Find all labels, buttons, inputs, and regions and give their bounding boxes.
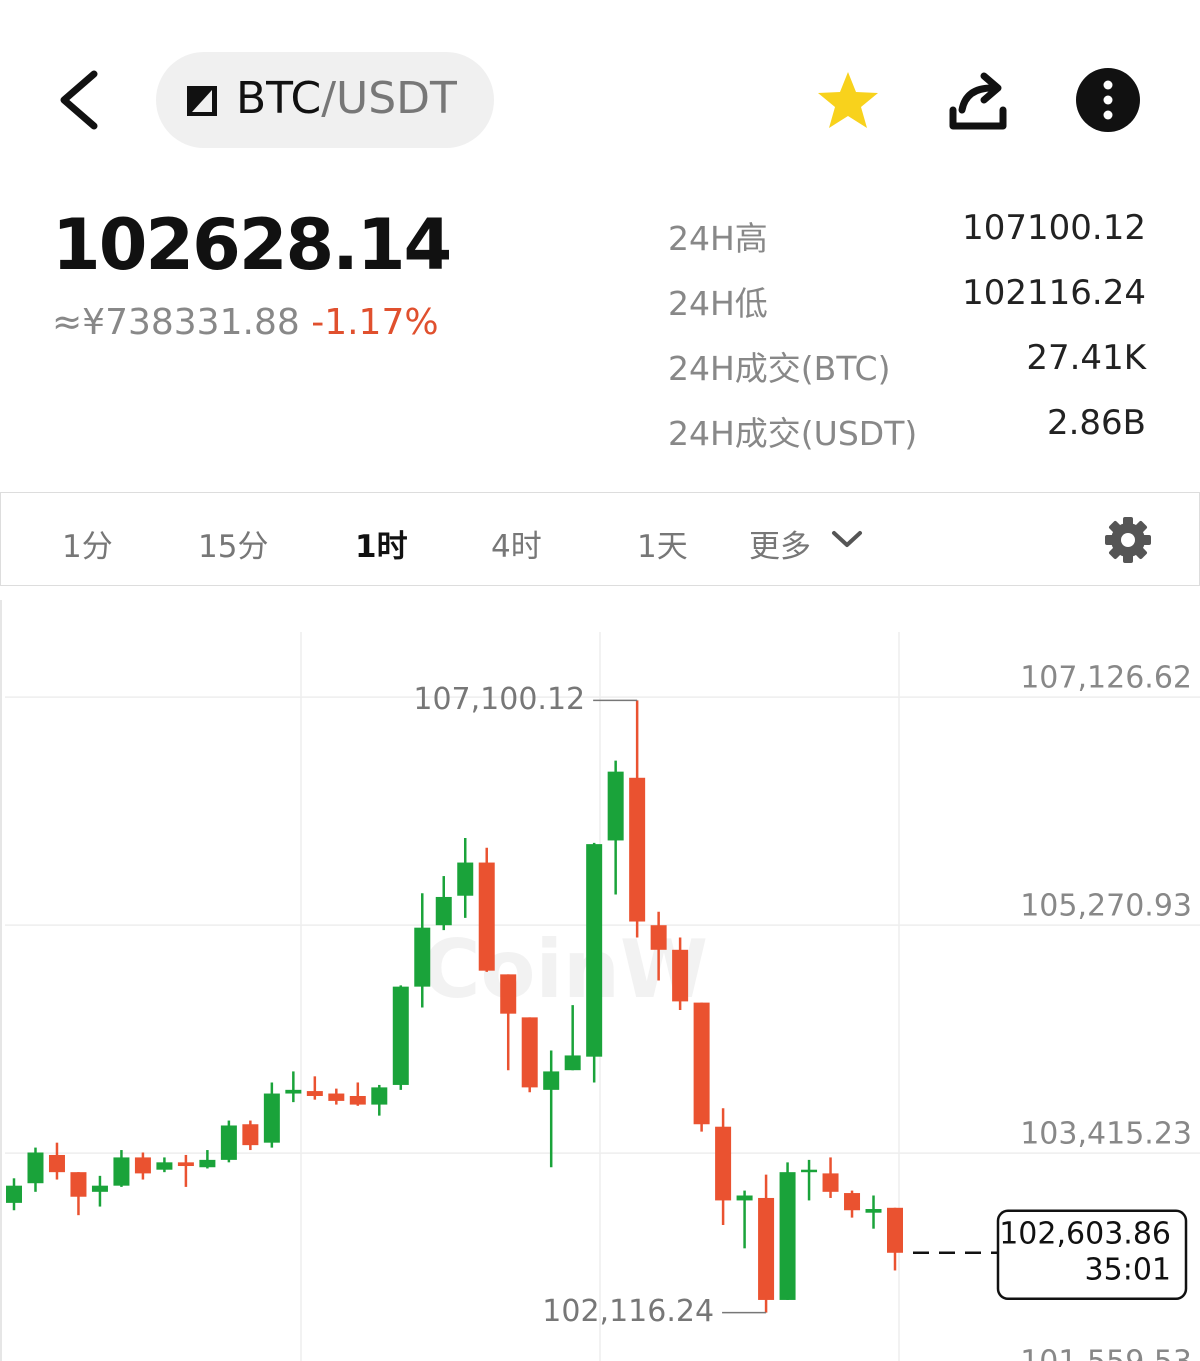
- stat-label: 24H低: [668, 284, 768, 323]
- candle-body: [822, 1173, 839, 1192]
- top-bar: BTC/USDT: [60, 52, 1140, 148]
- y-tick-label: 105,270.93: [1020, 889, 1192, 924]
- pair-base: BTC: [236, 73, 321, 124]
- candle-body: [48, 1154, 65, 1173]
- last-price-label: 102,603.86: [999, 1216, 1171, 1251]
- candle-body: [779, 1172, 796, 1300]
- tab-bar: [0, 492, 1200, 586]
- candle-body: [91, 1185, 108, 1192]
- candle-body: [6, 1185, 22, 1203]
- candle-body: [672, 949, 689, 1002]
- candle-body: [457, 862, 474, 896]
- candle-body: [650, 925, 667, 950]
- change-percent: -1.17%: [311, 302, 439, 343]
- candle-body: [478, 862, 495, 971]
- settings-gear[interactable]: [1104, 516, 1152, 564]
- candle-body: [715, 1126, 732, 1201]
- y-tick-label: 103,415.23: [1020, 1117, 1192, 1152]
- candle-body: [328, 1093, 345, 1101]
- candle-body: [70, 1172, 87, 1197]
- favorite-star[interactable]: [818, 72, 878, 128]
- candle-body: [543, 1071, 560, 1090]
- candle-body: [263, 1093, 280, 1143]
- more-button[interactable]: [1076, 68, 1140, 132]
- candle-body: [564, 1055, 581, 1071]
- stat-value: 107100.12: [962, 208, 1146, 248]
- stat-value: 27.41K: [1026, 338, 1146, 378]
- more-chevron[interactable]: [830, 525, 864, 555]
- candle-body: [27, 1152, 44, 1184]
- candle-body: [844, 1193, 861, 1211]
- countdown: 35:01: [1085, 1252, 1171, 1287]
- candlestick-chart: CoinW 107,126.62105,270.93103,415.23101,…: [0, 600, 1200, 1361]
- candle-body: [758, 1197, 775, 1300]
- last-price: 102628.14: [52, 204, 452, 286]
- stat-label: 24H成交(USDT): [668, 414, 918, 453]
- candle-body: [521, 1017, 538, 1088]
- candle-body: [693, 1002, 710, 1125]
- y-tick-label: 107,126.62: [1020, 661, 1192, 696]
- stat-label: 24H高: [668, 219, 768, 258]
- candle-body: [865, 1209, 882, 1213]
- stat-label: 24H成交(BTC): [668, 349, 891, 388]
- candle-body: [629, 777, 646, 922]
- candle-body: [736, 1195, 753, 1201]
- pair-quote: /USDT: [321, 73, 457, 124]
- candle-body: [500, 974, 517, 1014]
- candle-body: [199, 1159, 216, 1168]
- pair-pill[interactable]: [156, 52, 494, 148]
- cny-price: ≈¥738331.88: [52, 302, 300, 343]
- back-button[interactable]: [60, 70, 98, 130]
- stat-value: 102116.24: [962, 273, 1146, 313]
- low-label: 102,116.24: [542, 1294, 714, 1329]
- y-tick-label: 101,559.53: [1020, 1345, 1192, 1361]
- interval-tab[interactable]: 1天: [637, 529, 688, 565]
- candle-body: [156, 1162, 173, 1170]
- stat-value: 2.86B: [1046, 403, 1146, 443]
- interval-tab[interactable]: 1分: [62, 529, 113, 565]
- candle-body: [801, 1169, 818, 1173]
- last-price-box: [996, 1209, 1188, 1301]
- pair-icon-cut: [192, 90, 212, 112]
- candle-body: [242, 1124, 259, 1146]
- candle-body: [113, 1157, 130, 1186]
- sub-price: ≈¥738331.88 -1.17%: [52, 302, 439, 343]
- share-button[interactable]: [949, 72, 1007, 130]
- interval-tab[interactable]: 4时: [491, 529, 542, 565]
- high-label: 107,100.12: [413, 682, 585, 717]
- pair-label: BTC/USDT: [236, 73, 457, 124]
- candle-body: [414, 927, 431, 987]
- interval-tab[interactable]: 15分: [198, 529, 269, 565]
- interval-tab[interactable]: 1时: [355, 529, 408, 565]
- candle-body: [285, 1089, 302, 1094]
- candle-body: [220, 1125, 237, 1160]
- interval-tab[interactable]: 更多: [749, 529, 811, 565]
- candle-body: [435, 896, 452, 926]
- candle-body: [392, 986, 409, 1085]
- candle-body: [371, 1087, 388, 1105]
- candle-body: [177, 1162, 194, 1167]
- candle-body: [349, 1095, 366, 1105]
- candle-body: [887, 1207, 903, 1253]
- candle-body: [607, 771, 624, 841]
- candle-body: [586, 844, 603, 1057]
- candle-body: [306, 1091, 323, 1096]
- candle-body: [134, 1157, 151, 1174]
